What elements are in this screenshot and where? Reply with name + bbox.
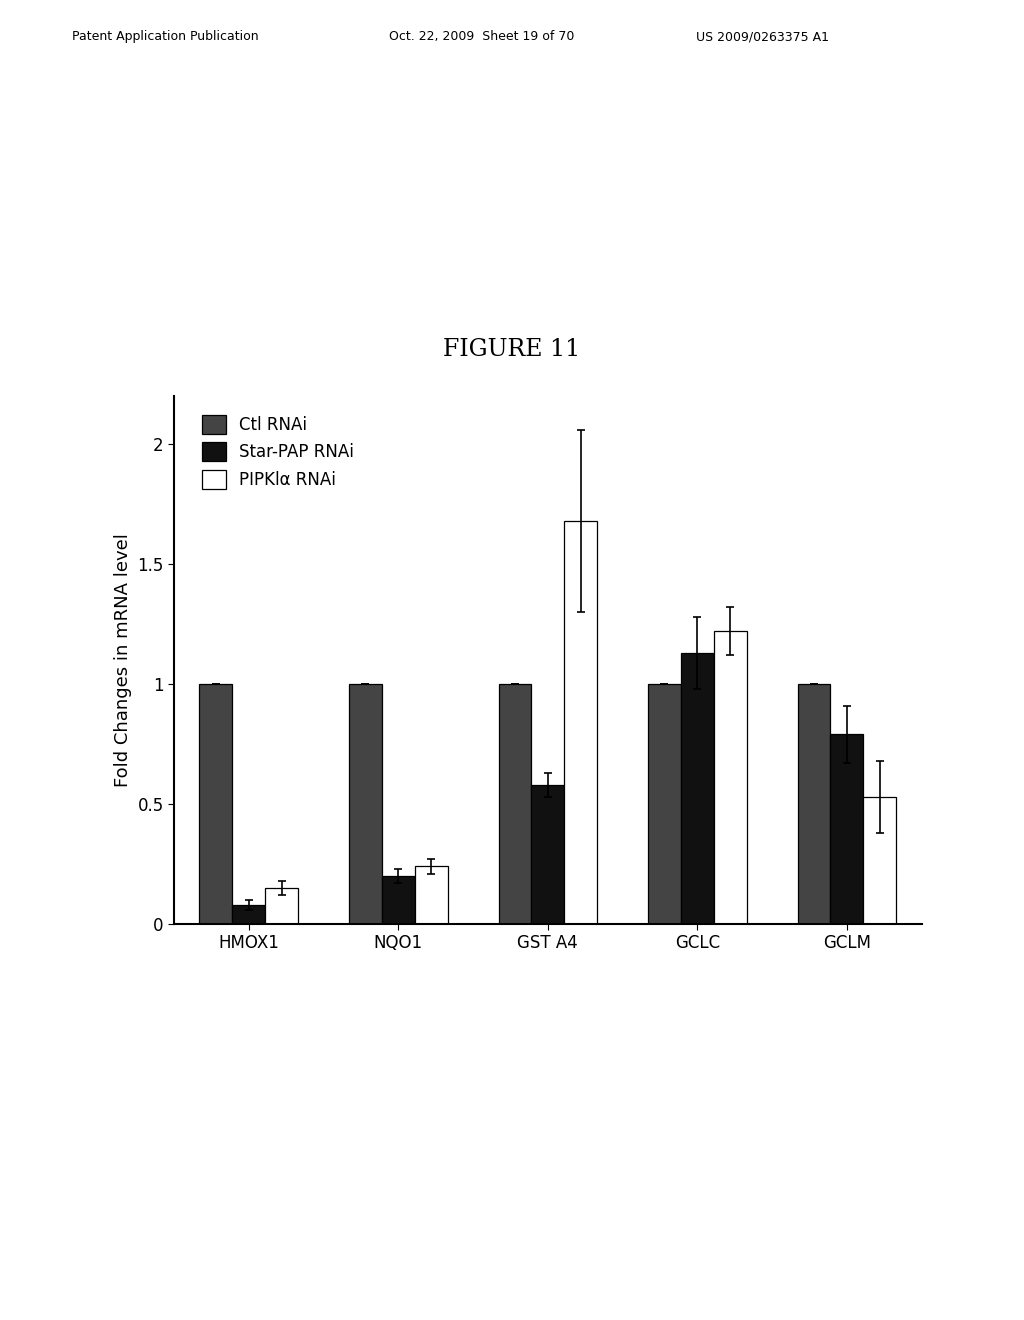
Bar	[681, 653, 714, 924]
Text: Oct. 22, 2009  Sheet 19 of 70: Oct. 22, 2009 Sheet 19 of 70	[389, 30, 574, 44]
Bar	[349, 684, 382, 924]
Bar	[714, 631, 746, 924]
Bar	[648, 684, 681, 924]
Bar	[232, 904, 265, 924]
Bar	[798, 684, 830, 924]
Bar	[265, 888, 298, 924]
Bar	[564, 521, 597, 924]
Y-axis label: Fold Changes in mRNA level: Fold Changes in mRNA level	[114, 533, 132, 787]
Legend: Ctl RNAi, Star-PAP RNAi, PIPKlα RNAi: Ctl RNAi, Star-PAP RNAi, PIPKlα RNAi	[198, 409, 358, 494]
Bar	[382, 876, 415, 924]
Bar	[531, 785, 564, 924]
Bar	[499, 684, 531, 924]
Text: US 2009/0263375 A1: US 2009/0263375 A1	[696, 30, 829, 44]
Text: Patent Application Publication: Patent Application Publication	[72, 30, 258, 44]
Bar	[830, 734, 863, 924]
Text: FIGURE 11: FIGURE 11	[443, 338, 581, 362]
Bar	[863, 797, 896, 924]
Bar	[415, 866, 447, 924]
Bar	[200, 684, 232, 924]
